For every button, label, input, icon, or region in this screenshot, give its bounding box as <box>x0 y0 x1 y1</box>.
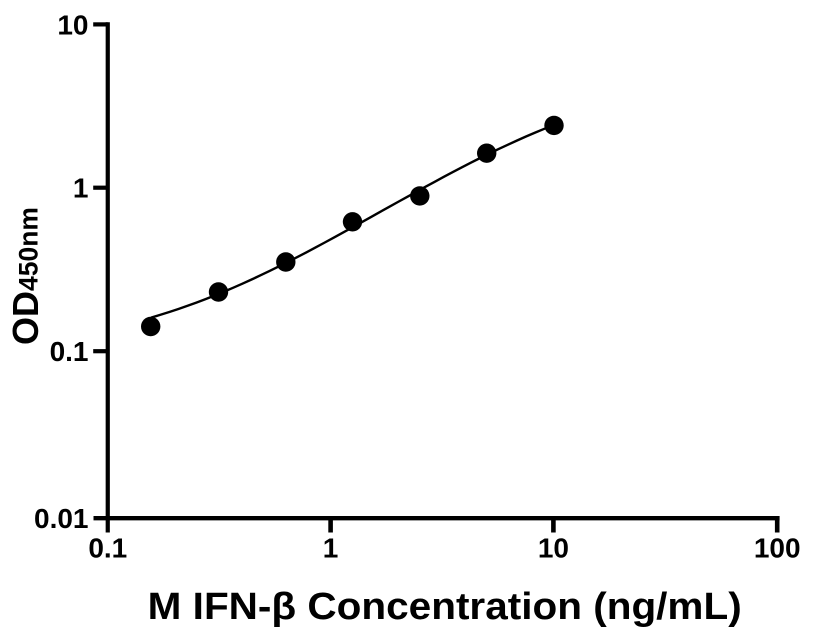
svg-text:0.1: 0.1 <box>88 533 127 564</box>
svg-text:100: 100 <box>754 533 801 564</box>
svg-text:0.01: 0.01 <box>34 503 89 534</box>
svg-text:1: 1 <box>323 533 339 564</box>
svg-text:OD450nm: OD450nm <box>5 207 46 345</box>
svg-text:1: 1 <box>73 173 89 204</box>
svg-text:0.1: 0.1 <box>50 336 89 367</box>
svg-text:10: 10 <box>538 533 569 564</box>
svg-text:10: 10 <box>57 9 88 40</box>
svg-text:M IFN-β Concentration (ng/mL): M IFN-β Concentration (ng/mL) <box>148 586 742 628</box>
